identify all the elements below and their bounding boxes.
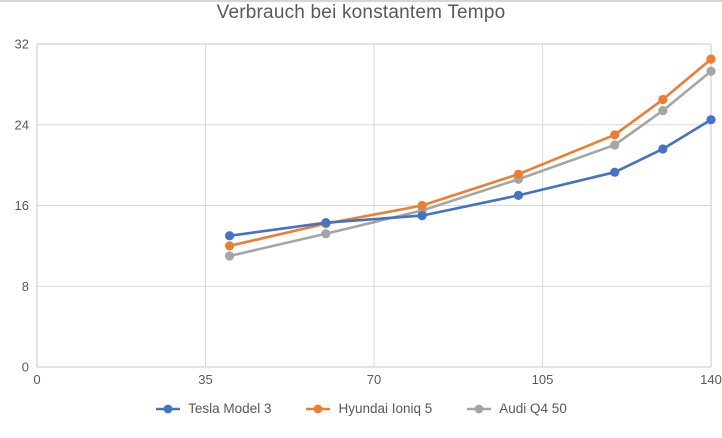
legend: Tesla Model 3 Hyundai Ioniq 5 Audi Q4 50: [0, 401, 722, 416]
x-tick-label: 35: [198, 372, 212, 387]
data-point-tesla-model-3: [706, 115, 716, 125]
legend-marker-icon: [156, 404, 181, 413]
legend-label: Hyundai Ioniq 5: [338, 401, 433, 416]
series-line-hyundai-ioniq-5: [228, 57, 713, 248]
data-point-tesla-model-3: [224, 231, 235, 241]
data-point-tesla-model-3: [321, 218, 331, 228]
data-point-hyundai-ioniq-5: [706, 54, 716, 64]
x-tick-label: 105: [532, 372, 554, 387]
legend-item-tesla-model-3: Tesla Model 3: [155, 401, 271, 416]
data-point-audi-q4-50: [706, 66, 716, 76]
data-point-audi-q4-50: [321, 229, 331, 239]
data-point-tesla-model-3: [417, 210, 427, 221]
x-tick-label: 0: [33, 372, 40, 387]
legend-marker-icon: [467, 404, 492, 413]
y-tick-label: 32: [15, 37, 29, 52]
y-tick-label: 0: [22, 360, 29, 375]
chart-title: Verbrauch bei konstantem Tempo: [216, 2, 506, 23]
data-point-hyundai-ioniq-5: [610, 130, 620, 140]
data-point-hyundai-ioniq-5: [417, 200, 427, 211]
x-tick-label: 140: [700, 372, 722, 387]
legend-item-audi-q4-50: Audi Q4 50: [466, 401, 567, 416]
data-point-hyundai-ioniq-5: [658, 94, 668, 105]
data-point-tesla-model-3: [513, 190, 524, 201]
legend-label: Tesla Model 3: [188, 401, 272, 416]
legend-marker-icon: [306, 404, 331, 413]
data-point-tesla-model-3: [658, 144, 668, 154]
x-tick-label: 70: [367, 372, 381, 387]
y-tick-label: 8: [22, 279, 29, 294]
window-top-edge: [0, 0, 722, 2]
data-point-hyundai-ioniq-5: [513, 169, 524, 179]
legend-label: Audi Q4 50: [499, 401, 567, 416]
data-point-tesla-model-3: [610, 167, 620, 177]
y-tick-label: 16: [15, 198, 29, 213]
data-point-hyundai-ioniq-5: [224, 241, 235, 251]
data-point-audi-q4-50: [610, 140, 620, 150]
data-point-audi-q4-50: [658, 106, 668, 116]
y-tick-label: 24: [15, 117, 29, 132]
legend-item-hyundai-ioniq-5: Hyundai Ioniq 5: [305, 401, 432, 416]
series-line-tesla-model-3: [228, 118, 713, 238]
data-point-audi-q4-50: [224, 251, 235, 261]
